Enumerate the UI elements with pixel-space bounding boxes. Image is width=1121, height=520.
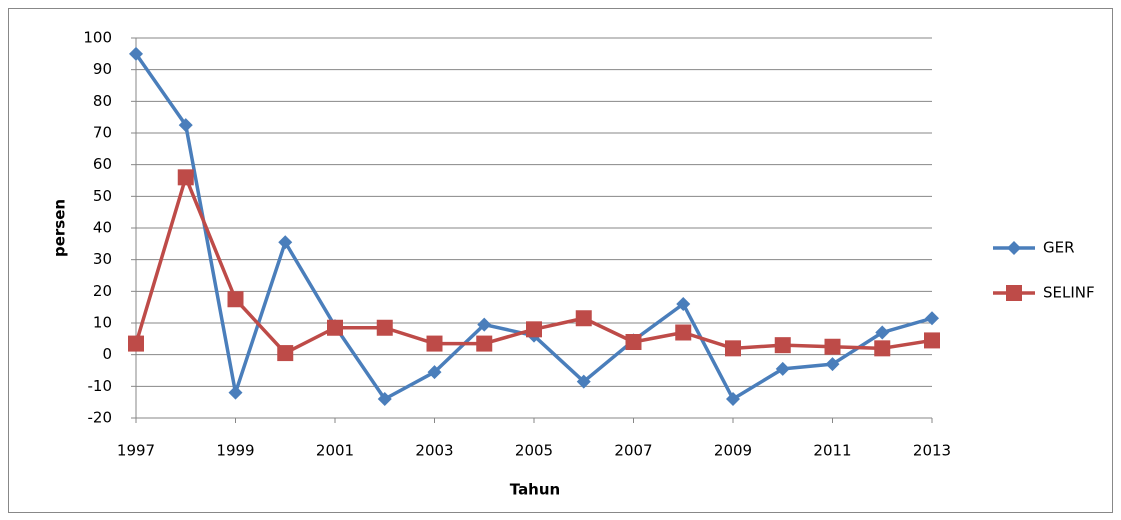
y-tick-label: -10 xyxy=(88,377,113,395)
y-tick-label: 40 xyxy=(93,219,112,237)
marker xyxy=(128,335,144,352)
legend-marker xyxy=(1006,285,1022,301)
x-tick-label: 2003 xyxy=(415,442,453,460)
marker xyxy=(625,334,642,350)
marker xyxy=(327,319,343,336)
x-axis-label: Tahun xyxy=(510,481,560,499)
x-tick-label: 2007 xyxy=(614,442,652,460)
marker xyxy=(228,385,243,400)
y-tick-label: 90 xyxy=(93,60,112,78)
marker xyxy=(925,311,939,326)
marker xyxy=(676,297,691,311)
marker xyxy=(277,345,294,362)
marker xyxy=(227,291,244,308)
y-tick-label: 10 xyxy=(93,314,112,332)
legend-label: GER xyxy=(1043,239,1075,257)
x-tick-label: 2009 xyxy=(714,442,752,460)
y-tick-label: 30 xyxy=(93,250,112,268)
marker xyxy=(675,324,692,341)
x-tick-label: 2001 xyxy=(316,442,354,460)
y-tick-label: 70 xyxy=(93,124,112,142)
legend-label: SELINF xyxy=(1043,284,1095,302)
marker xyxy=(177,169,194,186)
y-axis-label: persen xyxy=(51,199,69,257)
y-tick-label: 100 xyxy=(83,29,112,47)
marker xyxy=(825,357,840,372)
marker xyxy=(726,392,740,406)
marker xyxy=(824,338,841,355)
marker xyxy=(376,319,393,336)
marker xyxy=(775,361,790,376)
x-tick-label: 2013 xyxy=(913,442,951,460)
y-tick-label: 20 xyxy=(93,282,112,300)
x-tick-label: 2005 xyxy=(515,442,553,460)
marker xyxy=(874,340,891,357)
y-tick-label: 0 xyxy=(102,345,112,363)
x-tick-label: 2011 xyxy=(813,442,851,460)
marker xyxy=(476,335,493,352)
marker xyxy=(576,374,591,389)
chart-frame xyxy=(8,8,1113,513)
legend-marker xyxy=(1007,241,1021,255)
marker xyxy=(178,118,193,133)
y-tick-label: -20 xyxy=(88,409,113,427)
y-tick-label: 60 xyxy=(93,155,112,173)
x-tick-label: 1997 xyxy=(117,442,155,460)
marker xyxy=(129,46,143,61)
marker xyxy=(377,392,392,406)
marker xyxy=(575,310,592,327)
marker xyxy=(725,340,741,357)
y-tick-label: 80 xyxy=(93,92,112,110)
x-tick-label: 1999 xyxy=(216,442,254,460)
marker xyxy=(477,317,492,332)
marker xyxy=(875,325,890,340)
marker xyxy=(278,235,293,250)
y-tick-label: 50 xyxy=(93,187,112,205)
marker xyxy=(426,335,443,352)
marker xyxy=(924,332,940,349)
marker xyxy=(526,321,542,338)
marker xyxy=(427,365,442,380)
marker xyxy=(774,337,791,354)
